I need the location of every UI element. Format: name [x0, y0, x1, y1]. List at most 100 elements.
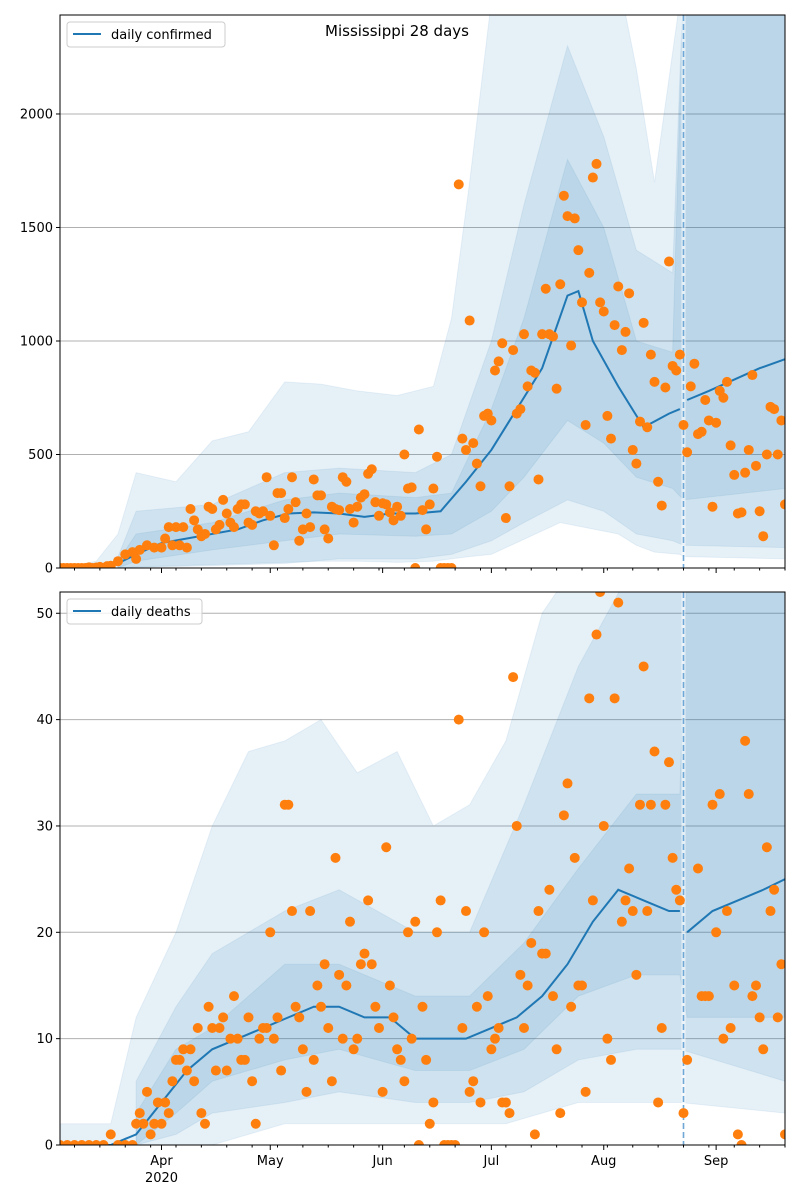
observed-point [537, 329, 548, 340]
observed-point [504, 1108, 515, 1119]
observed-point [178, 522, 189, 533]
observed-point [624, 288, 635, 299]
observed-point [493, 1023, 504, 1034]
observed-point [693, 863, 703, 874]
observed-point [529, 1129, 540, 1140]
observed-point [196, 1108, 207, 1119]
observed-point [105, 1129, 116, 1140]
observed-point [432, 927, 442, 938]
observed-point [548, 331, 558, 342]
observed-point [591, 158, 602, 169]
observed-point [772, 1012, 783, 1023]
observed-point [247, 519, 258, 530]
observed-point [134, 544, 145, 555]
observed-point [638, 317, 649, 328]
observed-point [645, 799, 656, 810]
observed-point [131, 553, 142, 564]
observed-point [743, 444, 754, 455]
observed-point [519, 329, 529, 340]
observed-point [627, 906, 638, 917]
observed-point [674, 349, 685, 360]
observed-point [290, 497, 301, 508]
observed-point [649, 376, 660, 387]
y-tick-label: 500 [28, 448, 53, 463]
observed-point [189, 515, 200, 526]
legend-confirmed: daily confirmed [66, 21, 226, 48]
observed-point [287, 906, 297, 917]
uncertainty-band-1 [60, 592, 785, 1145]
observed-point [406, 482, 417, 493]
observed-point [664, 757, 674, 768]
observed-point [345, 916, 355, 927]
observed-point [417, 505, 428, 516]
observed-point [577, 297, 587, 308]
observed-point [602, 1033, 613, 1044]
observed-point [595, 297, 606, 308]
observed-point [399, 449, 410, 460]
observed-point [363, 895, 374, 906]
x-tick-year-label: 2020 [145, 1171, 178, 1186]
observed-point [747, 370, 758, 381]
observed-point [207, 1023, 218, 1034]
observed-point [533, 474, 544, 485]
observed-point [410, 916, 421, 927]
observed-point [435, 895, 446, 906]
observed-point [323, 1023, 334, 1034]
observed-point [276, 488, 287, 499]
observed-point [279, 513, 290, 524]
observed-point [522, 980, 533, 991]
observed-point [754, 506, 765, 517]
observed-point [725, 440, 736, 451]
observed-point [671, 365, 682, 376]
observed-point [490, 1033, 500, 1044]
observed-point [772, 449, 783, 460]
observed-point [207, 503, 218, 514]
observed-point [432, 451, 442, 462]
observed-point [631, 458, 642, 469]
observed-point [500, 513, 511, 524]
observed-point [413, 1140, 424, 1145]
observed-point [127, 1140, 138, 1145]
observed-point [602, 410, 613, 421]
y-tick-label: 40 [36, 713, 53, 728]
observed-point [366, 959, 377, 970]
observed-point [743, 789, 754, 800]
observed-point [160, 533, 171, 544]
observed-point [689, 358, 700, 369]
observed-point [250, 1118, 261, 1129]
observed-point [316, 1001, 326, 1012]
observed-point [486, 415, 497, 426]
observed-point [660, 799, 671, 810]
observed-point [522, 381, 533, 392]
observed-point [613, 281, 624, 292]
observed-point [540, 283, 551, 294]
observed-point [341, 980, 352, 991]
observed-point [461, 906, 471, 917]
observed-point [254, 1033, 265, 1044]
observed-point [718, 1033, 729, 1044]
observed-point [134, 1108, 145, 1119]
y-tick-label: 10 [36, 1032, 53, 1047]
observed-point [540, 948, 551, 959]
observed-point [584, 693, 595, 704]
observed-point [366, 464, 377, 475]
observed-point [551, 1044, 562, 1055]
observed-point [486, 1044, 497, 1055]
observed-point [595, 592, 606, 597]
observed-point [446, 563, 457, 568]
y-tick-label: 50 [36, 607, 53, 622]
observed-point [283, 799, 294, 810]
observed-point [319, 524, 330, 535]
observed-point [395, 1054, 406, 1065]
observed-point [696, 426, 707, 437]
observed-point [399, 1076, 410, 1087]
observed-point [667, 852, 678, 863]
observed-point [261, 472, 272, 483]
observed-point [334, 505, 345, 516]
observed-point [511, 820, 522, 831]
observed-point [149, 542, 160, 553]
axes-frame [59, 14, 786, 569]
observed-point [515, 404, 526, 415]
observed-point [156, 542, 167, 553]
